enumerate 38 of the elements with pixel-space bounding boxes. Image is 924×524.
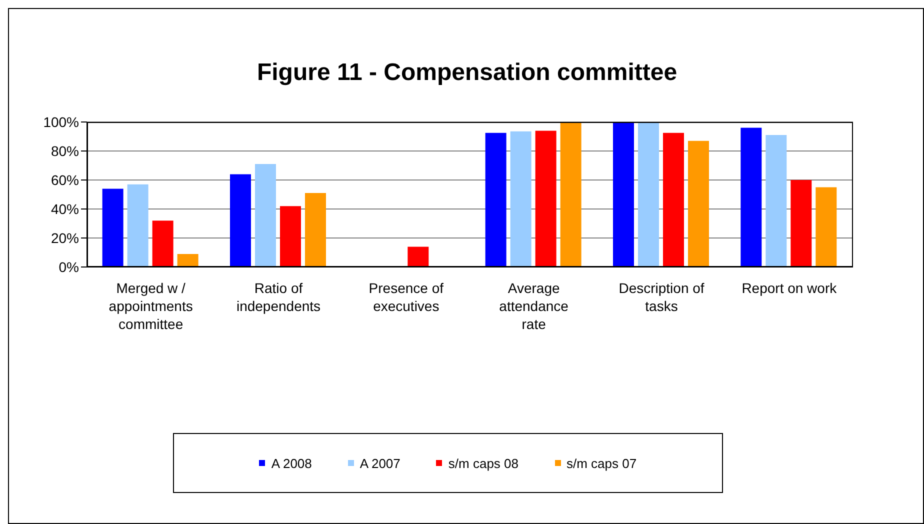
legend-label: s/m caps 07 (566, 456, 637, 470)
bar (560, 122, 582, 267)
chart-title: Figure 11 - Compensation committee (256, 59, 678, 87)
legend-label: A 2008 (271, 456, 312, 470)
y-tick-label: 40% (50, 200, 79, 217)
bar (662, 132, 684, 267)
x-tick-label: Description of tasks (618, 280, 704, 314)
y-tick-label: 0% (58, 258, 79, 275)
bar (688, 140, 709, 267)
bar (485, 132, 506, 267)
bar (638, 122, 659, 267)
bar (152, 220, 174, 267)
y-tick-label: 80% (50, 142, 79, 159)
y-tick-label: 100% (43, 114, 79, 130)
legend-label: s/m caps 08 (448, 456, 518, 470)
x-tick-label: Ratio of independents (236, 280, 321, 314)
bar (254, 164, 276, 267)
bar (102, 188, 124, 267)
bar (177, 254, 198, 267)
y-tick-label: 60% (50, 172, 79, 188)
x-tick-label: Average attendance rate (499, 280, 569, 332)
bar (280, 206, 301, 267)
bar (535, 130, 556, 267)
bar (304, 193, 326, 267)
legend-label: A 2007 (360, 456, 400, 470)
bar (230, 174, 251, 267)
bar (510, 131, 532, 267)
bar (766, 135, 787, 267)
x-tick-label: Merged w / appointments committee (108, 280, 193, 332)
bar (790, 180, 812, 267)
bar (740, 128, 762, 267)
bar (816, 187, 837, 267)
bar (408, 246, 429, 267)
x-tick-label: Report on work (742, 280, 838, 296)
bar (612, 122, 634, 267)
y-tick-label: 20% (50, 230, 79, 246)
x-tick-label: Presence of executives (368, 280, 444, 314)
bar (127, 184, 148, 267)
